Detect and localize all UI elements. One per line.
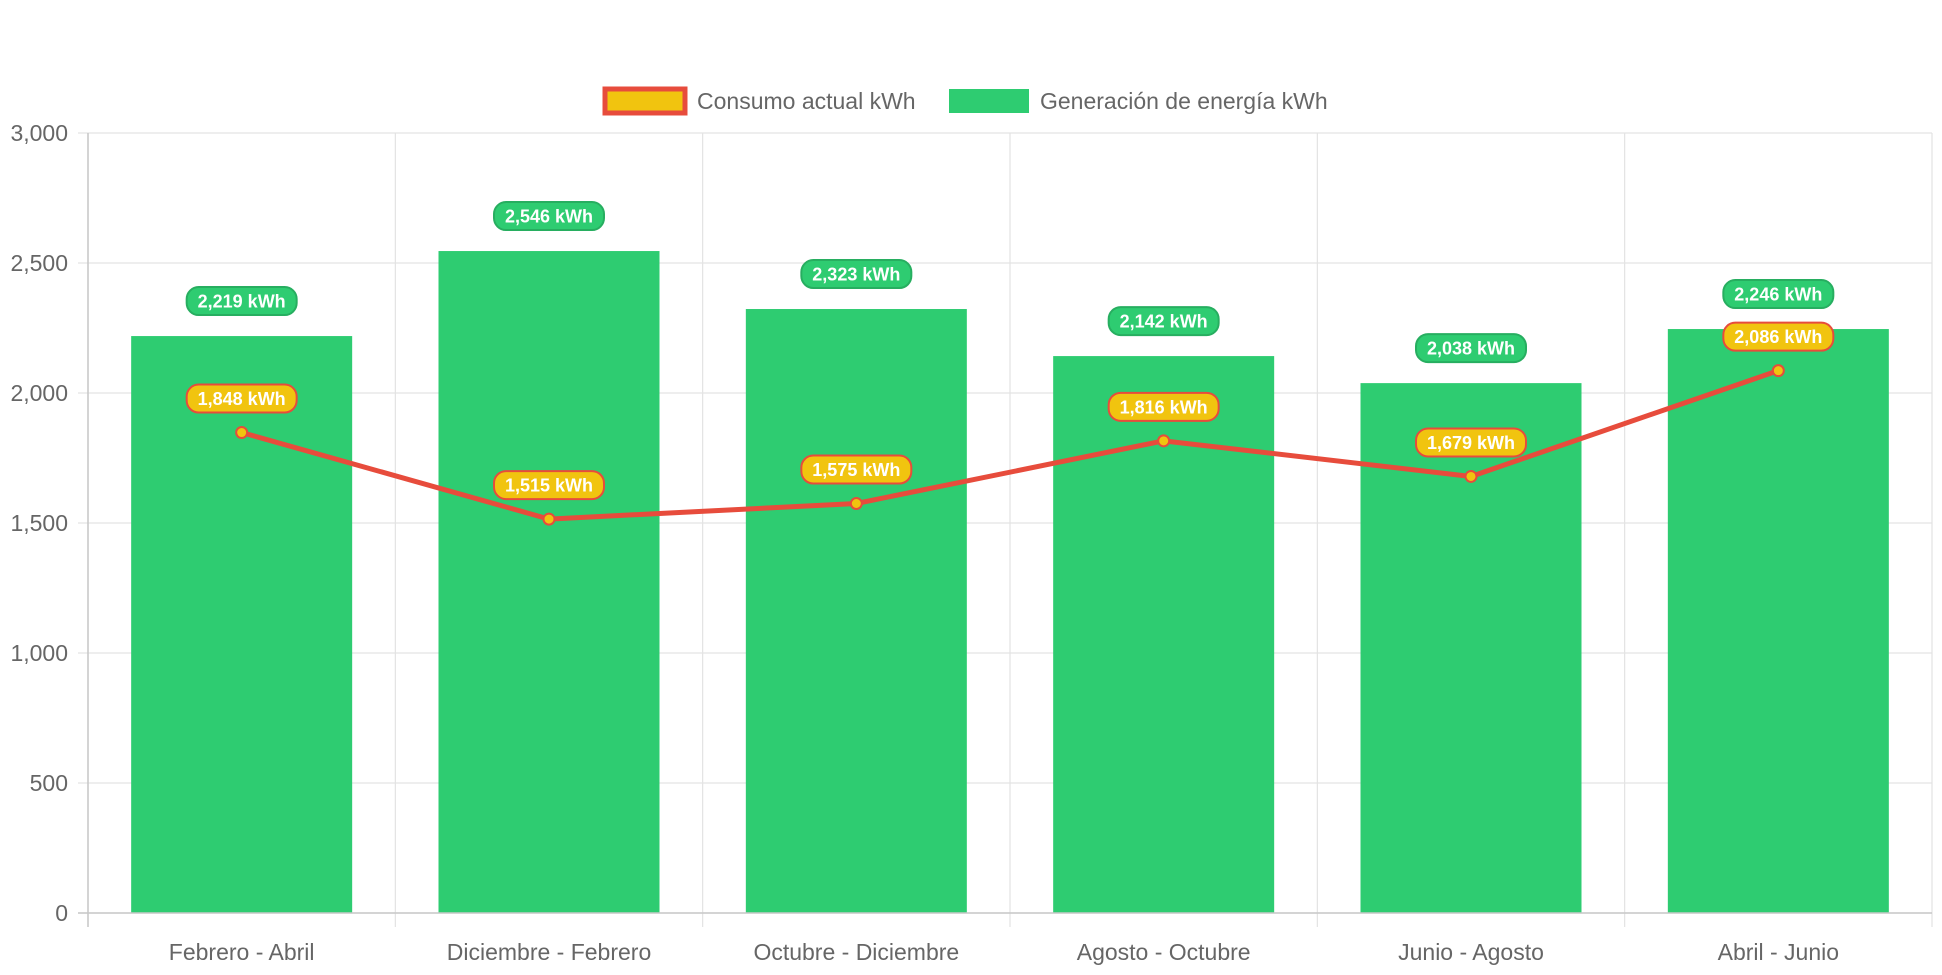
bar: [131, 336, 353, 913]
data-label-text: 2,142 kWh: [1120, 312, 1208, 332]
bar-data-label: 2,546 kWh: [493, 201, 605, 232]
bar: [745, 309, 967, 913]
data-label-text: 1,679 kWh: [1427, 433, 1515, 453]
bar: [1667, 329, 1889, 913]
data-label-text: 1,848 kWh: [198, 389, 286, 409]
line-data-label: 1,816 kWh: [1107, 391, 1220, 422]
x-tick-label: Octubre - Diciembre: [753, 939, 959, 965]
data-label-badge: [185, 383, 298, 414]
legend-swatch-consumo: [602, 86, 688, 116]
legend-swatch-generacion: [949, 89, 1029, 113]
data-label-text: 2,546 kWh: [505, 207, 593, 227]
data-label-text: 2,246 kWh: [1734, 285, 1822, 305]
data-label-badge: [1415, 333, 1527, 364]
line-data-label: 1,575 kWh: [800, 454, 913, 485]
data-label-badge: [800, 259, 913, 290]
x-tick-label: Junio - Agosto: [1398, 939, 1544, 965]
legend: Consumo actual kWh Generación de energía …: [602, 86, 1328, 116]
legend-label-consumo: Consumo actual kWh: [697, 88, 916, 114]
bar-data-label: 2,323 kWh: [800, 259, 913, 290]
data-label-badge: [493, 201, 605, 232]
line-data-label: 1,848 kWh: [185, 383, 298, 414]
bar-data-label: 2,142 kWh: [1107, 306, 1220, 337]
line-point: [542, 512, 556, 526]
data-label-badge: [1722, 321, 1835, 352]
data-label-badge: [185, 286, 298, 317]
line-data-label: 1,679 kWh: [1415, 427, 1527, 458]
bar-series: [131, 251, 1889, 914]
y-tick-label: 500: [30, 770, 68, 796]
legend-label-generacion: Generación de energía kWh: [1040, 88, 1328, 114]
line-data-label: 2,086 kWh: [1722, 321, 1835, 352]
y-tick-label: 0: [55, 900, 68, 926]
bar: [1360, 383, 1582, 913]
line-data-label: 1,515 kWh: [493, 470, 605, 501]
x-tick-label: Agosto - Octubre: [1077, 939, 1251, 965]
y-tick-label: 1,000: [10, 640, 68, 666]
x-tick-label: Diciembre - Febrero: [447, 939, 652, 965]
data-labels: 2,219 kWh 2,546 kWh 2,323 kWh 2,142 kWh 2,03…: [185, 201, 1835, 501]
data-label-badge: [800, 454, 913, 485]
line-point: [235, 426, 249, 440]
line-point: [1157, 434, 1171, 448]
data-label-text: 2,219 kWh: [198, 292, 286, 312]
bar-data-label: 2,038 kWh: [1415, 333, 1527, 364]
legend-item-generacion[interactable]: Generación de energía kWh: [949, 88, 1328, 114]
line-point: [849, 497, 863, 510]
data-label-text: 2,086 kWh: [1734, 327, 1822, 347]
legend-item-consumo[interactable]: Consumo actual kWh: [602, 86, 916, 116]
data-label-badge: [1722, 279, 1835, 310]
data-label-text: 1,816 kWh: [1120, 397, 1208, 417]
line-point: [1771, 364, 1785, 378]
bar: [438, 251, 660, 914]
axes: 0 500 1,000 1,500 2,000 2,500 3,000 Febrero - A…: [10, 120, 1932, 965]
bar-data-label: 2,246 kWh: [1722, 279, 1835, 310]
data-label-text: 2,038 kWh: [1427, 339, 1515, 359]
y-tick-label: 1,500: [10, 510, 68, 536]
x-tick-label: Abril - Junio: [1718, 939, 1839, 965]
data-label-badge: [1107, 391, 1220, 422]
data-label-badge: [1415, 427, 1527, 458]
data-label-badge: [493, 470, 605, 501]
data-label-text: 2,323 kWh: [812, 265, 900, 285]
grid-lines: [78, 132, 1933, 927]
y-tick-label: 2,000: [10, 380, 68, 406]
consumption-line: [240, 368, 1780, 522]
data-label-text: 1,515 kWh: [505, 476, 593, 496]
bar-data-label: 2,219 kWh: [185, 286, 298, 317]
line-series: [235, 364, 1785, 526]
x-tick-label: Febrero - Abril: [169, 939, 315, 965]
line-point: [1464, 469, 1478, 483]
data-label-badge: [1107, 306, 1220, 337]
data-label-text: 1,575 kWh: [812, 460, 900, 480]
y-tick-label: 3,000: [10, 120, 68, 146]
y-tick-label: 2,500: [10, 250, 68, 276]
